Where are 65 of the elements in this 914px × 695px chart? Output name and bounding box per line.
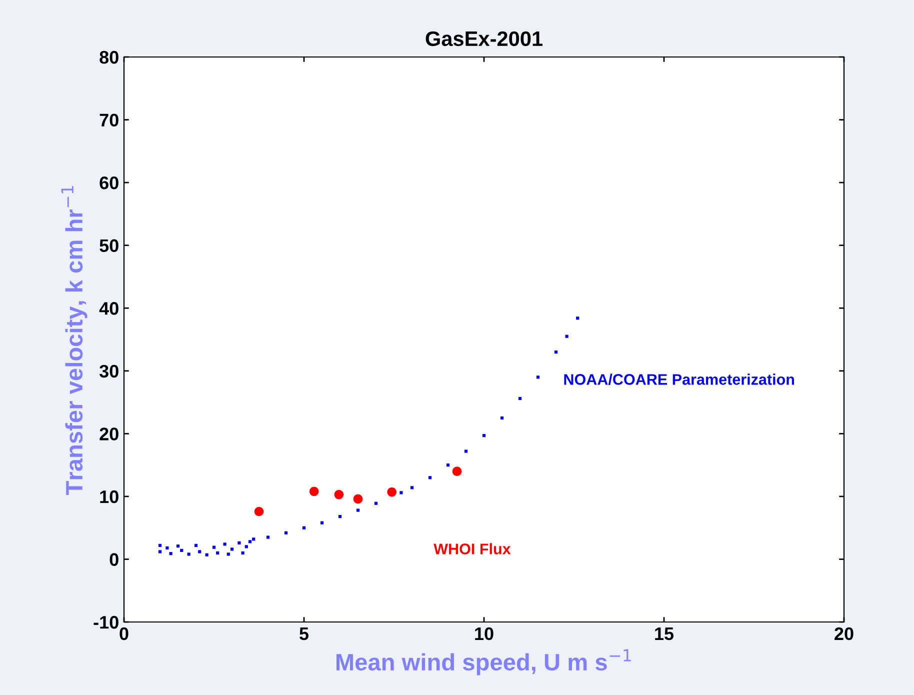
point [482,434,486,438]
point [223,542,226,546]
point [230,548,234,551]
point [180,548,184,552]
y-tick-label: 30 [99,364,118,378]
point [536,376,540,379]
point [400,491,403,494]
x-tick-label: 10 [475,627,494,640]
point [254,506,264,516]
point [238,541,241,544]
point [428,476,432,480]
point [410,486,414,490]
point [158,544,162,547]
point [353,494,363,504]
point [205,553,208,556]
point [212,546,216,549]
y-axis-title: Transfer velocity, k cm hr$^{−1}$ [61,186,88,495]
y-tick-label: 40 [99,302,118,315]
point [452,466,462,476]
point [518,396,522,400]
point [169,552,172,556]
x-tick-label: 20 [834,627,854,640]
point [302,526,306,530]
point [309,486,319,496]
point [554,350,558,354]
point [464,450,468,453]
y-tick-label: 10 [100,490,118,504]
x-tick-label: 0 [120,627,128,640]
x-tick-label: 15 [655,628,674,640]
point [248,540,252,544]
point [334,490,344,500]
point [252,538,256,541]
point [198,550,202,554]
y-tick-label: 50 [100,239,118,252]
point [194,544,198,547]
x-tick-label: 5 [300,628,309,640]
point [187,552,190,556]
y-tick-label: 70 [100,114,118,126]
point [446,464,450,467]
point [166,546,169,550]
point [284,531,288,534]
series-label: NOAA/COARE Parameterization [564,374,794,386]
y-tick-label: 20 [100,428,118,440]
y-tick-label: 80 [100,50,118,64]
point [356,508,360,512]
y-tick-label: 0 [110,553,118,566]
point [226,552,230,556]
x-axis-title: Mean wind speed, U m s$^{−1}$ [336,649,631,676]
point [500,416,504,420]
y-tick-label: 60 [100,176,118,190]
text: WHOI Flux [434,543,511,554]
point [244,545,248,548]
chart-title: GasEx-2001 [426,31,542,46]
y-tick-label: -10 [94,616,118,629]
point [320,521,324,524]
point [241,551,244,554]
point [338,514,342,518]
point [374,502,378,505]
point [158,550,162,554]
point [266,536,270,539]
point [216,551,220,554]
point [565,334,568,338]
point [387,487,396,497]
point [576,316,580,320]
point [176,544,180,548]
